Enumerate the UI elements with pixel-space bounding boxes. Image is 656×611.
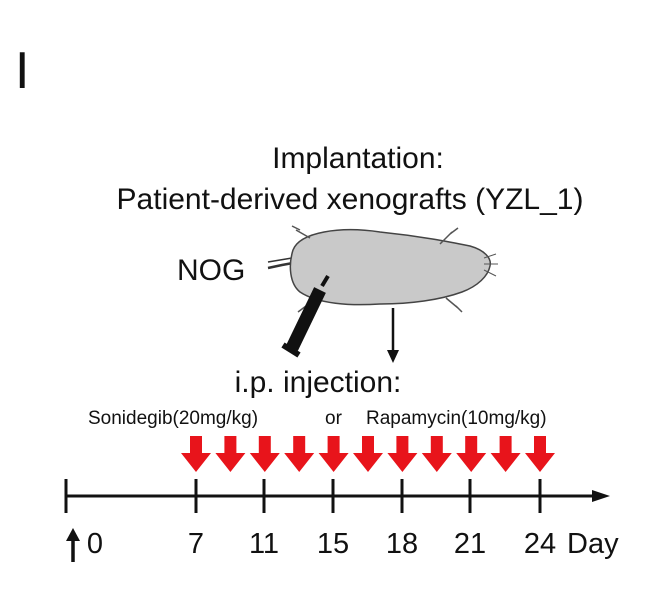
drug-b-label: Rapamycin(10mg/kg)	[366, 408, 547, 429]
mouse-label: NOG	[177, 254, 245, 287]
tick-label: 24	[524, 528, 556, 560]
injection-arrow-icon	[284, 436, 315, 472]
injection-arrow-icon	[421, 436, 452, 472]
tick-label: 15	[317, 528, 349, 560]
drug-a-label: Sonidegib(20mg/kg)	[88, 408, 258, 429]
timeline-ticks	[194, 479, 542, 513]
injection-arrow-icon	[525, 436, 555, 472]
tick-labels: 0 7 11 15 18 21 24	[87, 528, 556, 560]
injection-arrow-icon	[318, 436, 349, 472]
tick-label: 0	[87, 528, 103, 560]
or-label: or	[325, 408, 343, 429]
injection-arrow-icon	[456, 436, 487, 472]
down-arrow-icon	[387, 308, 399, 363]
injection-arrows	[181, 436, 555, 472]
tick-label: 18	[386, 528, 418, 560]
up-arrow-icon	[66, 528, 80, 562]
injection-arrow-icon	[249, 436, 280, 472]
xenograft-subtitle: Patient-derived xenografts (YZL_1)	[117, 183, 584, 216]
tick-label: 11	[249, 528, 279, 560]
timeline-axis	[64, 479, 610, 513]
tick-label: 7	[188, 528, 204, 560]
injection-arrow-icon	[181, 436, 211, 472]
implantation-title: Implantation:	[272, 142, 444, 175]
syringe-icon	[281, 274, 330, 358]
mouse-icon	[267, 225, 498, 313]
tick-label: 21	[454, 528, 486, 560]
injection-arrow-icon	[353, 436, 383, 472]
injection-arrow-icon	[387, 436, 418, 472]
panel-label: I	[15, 42, 29, 100]
injection-arrow-icon	[490, 436, 521, 472]
axis-unit-label: Day	[567, 528, 619, 560]
injection-title: i.p. injection:	[235, 366, 402, 399]
injection-arrow-icon	[215, 436, 246, 472]
